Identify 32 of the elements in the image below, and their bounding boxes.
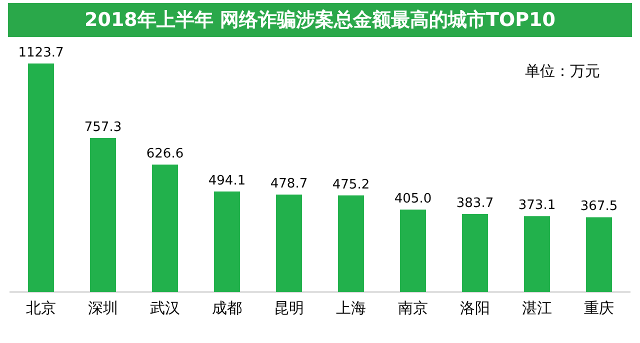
data-label: 405.0 [394, 192, 432, 207]
chart-title: 2018年上半年 网络诈骗涉案总金额最高的城市TOP10 [8, 3, 632, 37]
data-label: 478.7 [270, 176, 308, 192]
bar [462, 214, 488, 292]
x-tick-label: 昆明 [274, 298, 304, 317]
x-tick-label: 深圳 [88, 298, 118, 317]
data-label: 494.1 [208, 173, 246, 188]
bar [524, 216, 550, 292]
x-tick-label: 上海 [336, 298, 366, 317]
x-tick-label: 洛阳 [460, 298, 490, 317]
bar [90, 138, 116, 292]
bar [586, 217, 612, 292]
data-label: 1123.7 [18, 45, 64, 60]
annotation: 单位：万元 [525, 62, 600, 81]
x-tick-label: 成都 [212, 298, 242, 317]
data-label: 383.7 [456, 196, 494, 211]
bar [214, 192, 240, 292]
x-tick-label: 武汉 [150, 298, 180, 317]
bar [338, 195, 364, 292]
data-label: 475.2 [332, 177, 370, 192]
bar [400, 210, 426, 292]
x-tick-label: 南京 [398, 298, 428, 317]
x-tick-label: 北京 [26, 298, 56, 317]
data-label: 373.1 [518, 198, 556, 214]
data-label: 757.3 [84, 120, 122, 135]
data-label: 367.5 [580, 199, 618, 214]
x-tick-label: 重庆 [584, 298, 614, 317]
bar [276, 194, 302, 292]
bar [28, 64, 54, 292]
data-label: 626.6 [146, 146, 184, 162]
x-tick-label: 湛江 [522, 298, 552, 317]
bar [152, 164, 178, 292]
